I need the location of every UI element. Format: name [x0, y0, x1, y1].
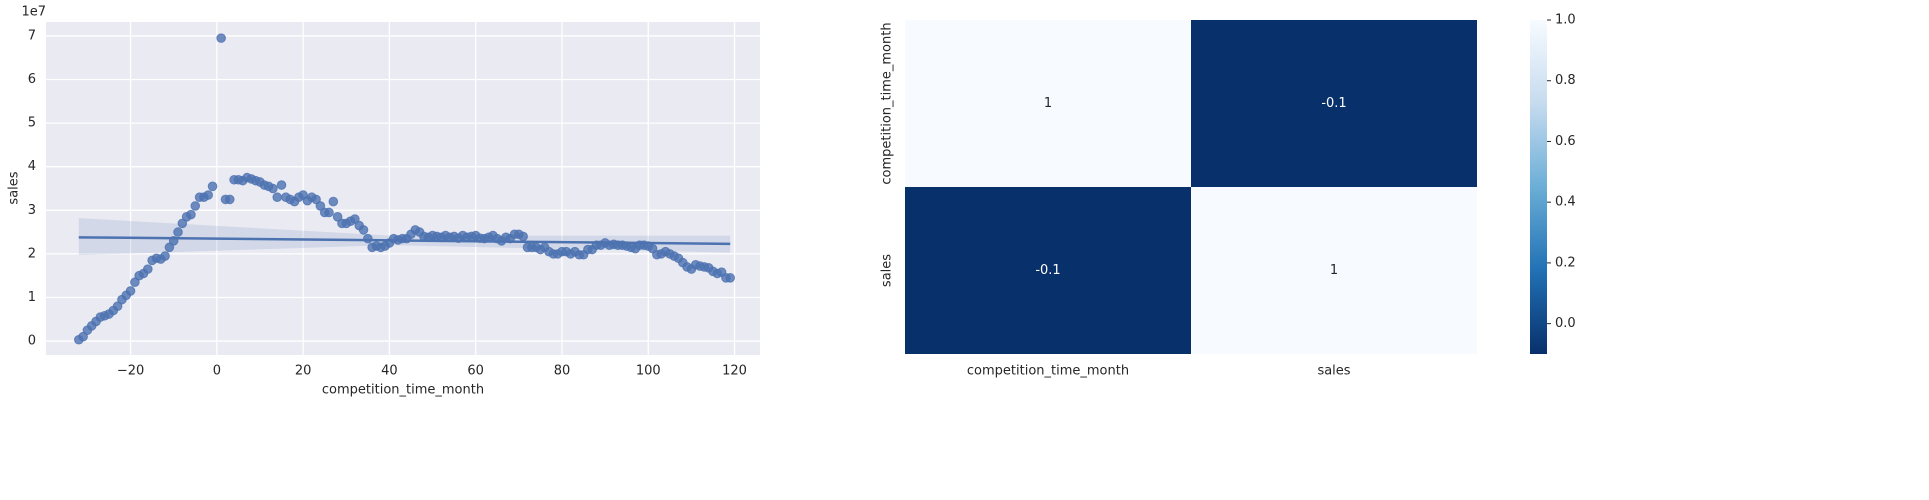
colorbar-tick-label: 1.0	[1555, 13, 1576, 28]
heatmap-cell	[905, 187, 1191, 354]
cell-annotation: -0.1	[1035, 263, 1060, 278]
x-tick-label: competition_time_month	[967, 364, 1129, 379]
scatter-point	[216, 33, 226, 43]
colorbar-tick-label: 0.8	[1555, 73, 1576, 88]
scatter-point	[78, 331, 88, 342]
x-tick-label: 60	[467, 364, 484, 379]
colorbar	[1530, 20, 1547, 354]
y-tick-label: 0	[28, 334, 36, 349]
y-tick-label: 1	[28, 290, 36, 305]
y-tick-label: competition_time_month	[880, 22, 895, 184]
y-tick-label: 6	[28, 72, 36, 87]
plot-background	[46, 22, 760, 355]
scatter-point	[160, 251, 170, 261]
scatter-point	[203, 190, 214, 200]
x-tick-label: 120	[722, 364, 747, 379]
scatter-point	[186, 209, 196, 220]
x-tick-label: −20	[117, 364, 144, 379]
cell-annotation: -0.1	[1321, 96, 1346, 111]
x-tick-label: 40	[381, 364, 398, 379]
confidence-band	[78, 218, 731, 256]
scatter-point	[164, 242, 175, 253]
x-tick-label: 20	[295, 364, 312, 379]
x-tick-label: sales	[1317, 364, 1350, 379]
x-tick-label: 100	[636, 364, 661, 379]
scatter-point	[311, 194, 321, 205]
y-tick-label: sales	[880, 254, 895, 287]
scatter-point	[173, 227, 183, 237]
cell-annotation: 1	[1330, 263, 1338, 278]
scatter-point	[177, 218, 188, 229]
x-tick-label: 80	[554, 364, 571, 379]
scatter-point	[332, 212, 343, 222]
scatter-point	[315, 201, 326, 211]
heatmap-cell	[1191, 20, 1477, 187]
y-tick-label: 7	[28, 28, 36, 43]
colorbar-tick-label: 0.2	[1555, 255, 1576, 270]
scatter-point	[207, 181, 218, 192]
scatter-point	[276, 180, 287, 190]
x-axis-label: competition_time_month	[322, 383, 484, 398]
y-tick-label: 3	[28, 203, 36, 218]
heatmap-cell	[1191, 187, 1477, 354]
colorbar-tick-label: 0.6	[1555, 134, 1576, 149]
scatter-point	[358, 225, 369, 235]
colorbar-tick-label: 0.4	[1555, 195, 1576, 210]
scatter-point	[190, 201, 201, 211]
scatter-point	[143, 264, 153, 274]
scatter-point	[112, 301, 123, 311]
scatter-point	[268, 183, 278, 194]
scatter-point	[224, 194, 235, 205]
colorbar-tick-label: 0.0	[1555, 316, 1576, 331]
scatter-point	[328, 196, 339, 207]
scatter-point	[130, 277, 140, 288]
scatter-point	[272, 192, 283, 203]
y-tick-label: 2	[28, 246, 36, 261]
offset-label: 1e7	[21, 5, 46, 20]
y-tick-label: 4	[28, 159, 36, 174]
scatter-point	[725, 273, 736, 283]
scatter-point	[350, 214, 360, 224]
y-axis-label: sales	[7, 171, 22, 204]
scatter-point	[125, 286, 136, 296]
cell-annotation: 1	[1044, 96, 1052, 111]
x-tick-label: 0	[213, 364, 221, 379]
heatmap-cell	[905, 20, 1191, 187]
regression-line	[78, 236, 731, 246]
y-tick-label: 5	[28, 116, 36, 131]
scatter-point	[324, 207, 334, 218]
